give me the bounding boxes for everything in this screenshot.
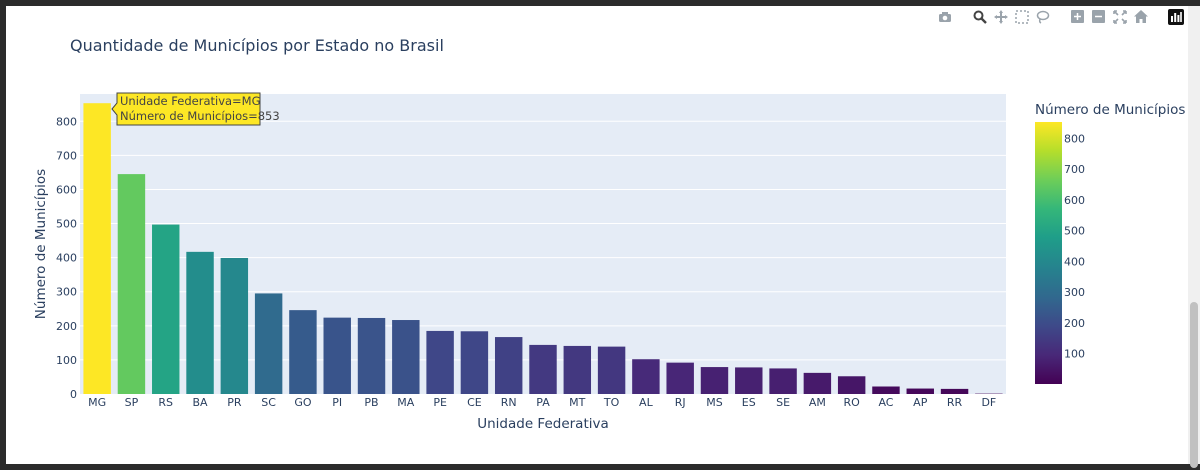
bar-ES[interactable] (735, 367, 763, 394)
bar-PI[interactable] (323, 317, 351, 394)
home-icon[interactable] (1132, 8, 1149, 25)
colorbar-title: Número de Municípios (1035, 102, 1185, 118)
colorbar-tick-label: 800 (1064, 132, 1085, 145)
x-tick-label: MS (706, 396, 722, 409)
x-tick-label: AP (913, 396, 928, 409)
x-axis-title: Unidade Federativa (477, 416, 609, 432)
bar-PR[interactable] (220, 257, 249, 394)
x-tick-label: PR (227, 396, 242, 409)
y-tick-label: 200 (56, 320, 77, 333)
x-tick-label: BA (192, 396, 208, 409)
bar-RJ[interactable] (666, 362, 694, 394)
x-tick-label: AC (878, 396, 893, 409)
zoom-out-icon[interactable] (1090, 8, 1107, 25)
x-tick-label: SC (261, 396, 276, 409)
bar-SP[interactable] (117, 174, 146, 394)
bar-BA[interactable] (186, 251, 214, 394)
bar-SE[interactable] (769, 368, 797, 394)
x-tick-label: GO (294, 396, 312, 409)
lasso-icon[interactable] (1034, 8, 1051, 25)
y-tick-label: 700 (56, 149, 77, 162)
x-tick-label: MG (88, 396, 106, 409)
y-tick-label: 800 (56, 115, 77, 128)
x-tick-label: RN (501, 396, 517, 409)
bar-RR[interactable] (940, 388, 969, 394)
x-tick-label: TO (603, 396, 620, 409)
bar-GO[interactable] (289, 310, 317, 394)
bar-RO[interactable] (837, 376, 866, 394)
colorbar-tick-labels: 100 200 300 400 500 600 700 800 (1064, 132, 1085, 360)
x-tick-label: RJ (675, 396, 686, 409)
colorbar-tick-label: 500 (1064, 225, 1085, 238)
tooltip-box (111, 92, 261, 126)
x-tick-label: MT (569, 396, 585, 409)
bar-MA[interactable] (392, 320, 420, 394)
bars (83, 103, 1003, 395)
x-tick-label: PI (332, 396, 342, 409)
bar-SC[interactable] (254, 293, 283, 394)
bar-PE[interactable] (426, 330, 454, 394)
bar-AC[interactable] (872, 386, 900, 395)
x-tick-label: AM (809, 396, 826, 409)
plotly-logo-icon[interactable] (1167, 8, 1184, 25)
bar-RS[interactable] (152, 224, 180, 394)
pan-icon[interactable] (992, 8, 1009, 25)
bar-RN[interactable] (494, 337, 523, 394)
box-select-icon[interactable] (1013, 8, 1030, 25)
scrollbar-thumb[interactable] (1190, 302, 1198, 468)
y-axis-title: Número de Municípios (33, 169, 49, 319)
x-tick-label: MA (397, 396, 414, 409)
x-tick-labels: MG SP RS BA PR SC GO PI PB MA PE CE RN PA MT TO AL RJ MS ES… (88, 396, 996, 409)
colorbar-tick-label: 100 (1064, 348, 1085, 361)
modebar (936, 8, 1184, 25)
colorbar-tick-label: 700 (1064, 163, 1085, 176)
y-tick-label: 100 (56, 354, 77, 367)
bar-AL[interactable] (632, 359, 660, 394)
x-tick-label: DF (981, 396, 996, 409)
autoscale-icon[interactable] (1111, 8, 1128, 25)
x-tick-label: RS (158, 396, 173, 409)
bar-MG[interactable] (83, 103, 111, 395)
zoom-icon[interactable] (971, 8, 988, 25)
x-tick-label: ES (742, 396, 756, 409)
y-tick-label: 0 (70, 388, 77, 401)
tooltip-line-2: Número de Municípios=853 (120, 109, 280, 123)
colorbar (1035, 122, 1062, 384)
bar-MS[interactable] (700, 367, 729, 394)
bar-TO[interactable] (597, 346, 626, 394)
bar-CE[interactable] (460, 331, 489, 394)
y-tick-label: 400 (56, 252, 77, 265)
y-tick-label: 500 (56, 218, 77, 231)
x-tick-label: PE (433, 396, 447, 409)
zoom-in-icon[interactable] (1069, 8, 1086, 25)
x-tick-label: AL (639, 396, 654, 409)
x-tick-label: RO (844, 396, 861, 409)
bar-PB[interactable] (357, 317, 386, 394)
camera-icon[interactable] (936, 8, 953, 25)
x-tick-label: RR (947, 396, 963, 409)
y-tick-label: 300 (56, 286, 77, 299)
bar-AP[interactable] (906, 388, 934, 394)
bar-MT[interactable] (563, 345, 592, 394)
x-tick-label: SP (125, 396, 139, 409)
bar-AM[interactable] (803, 372, 832, 394)
x-tick-label: SE (776, 396, 790, 409)
x-tick-label: CE (467, 396, 482, 409)
colorbar-tick-label: 400 (1064, 255, 1085, 268)
colorbar-tick-label: 300 (1064, 286, 1085, 299)
hover-tooltip: Unidade Federativa=MG Número de Municípi… (111, 92, 280, 126)
x-tick-label: PB (364, 396, 378, 409)
y-tick-label: 600 (56, 183, 77, 196)
chart-title: Quantidade de Municípios por Estado no B… (70, 36, 444, 55)
x-tick-label: PA (536, 396, 550, 409)
bar-PA[interactable] (529, 344, 557, 394)
colorbar-tick-label: 600 (1064, 194, 1085, 207)
scrollbar[interactable] (1188, 6, 1200, 468)
colorbar-tick-label: 200 (1064, 317, 1085, 330)
y-tick-labels: 0 100 200 300 400 500 600 700 800 (56, 115, 77, 401)
tooltip-line-1: Unidade Federativa=MG (120, 94, 261, 108)
